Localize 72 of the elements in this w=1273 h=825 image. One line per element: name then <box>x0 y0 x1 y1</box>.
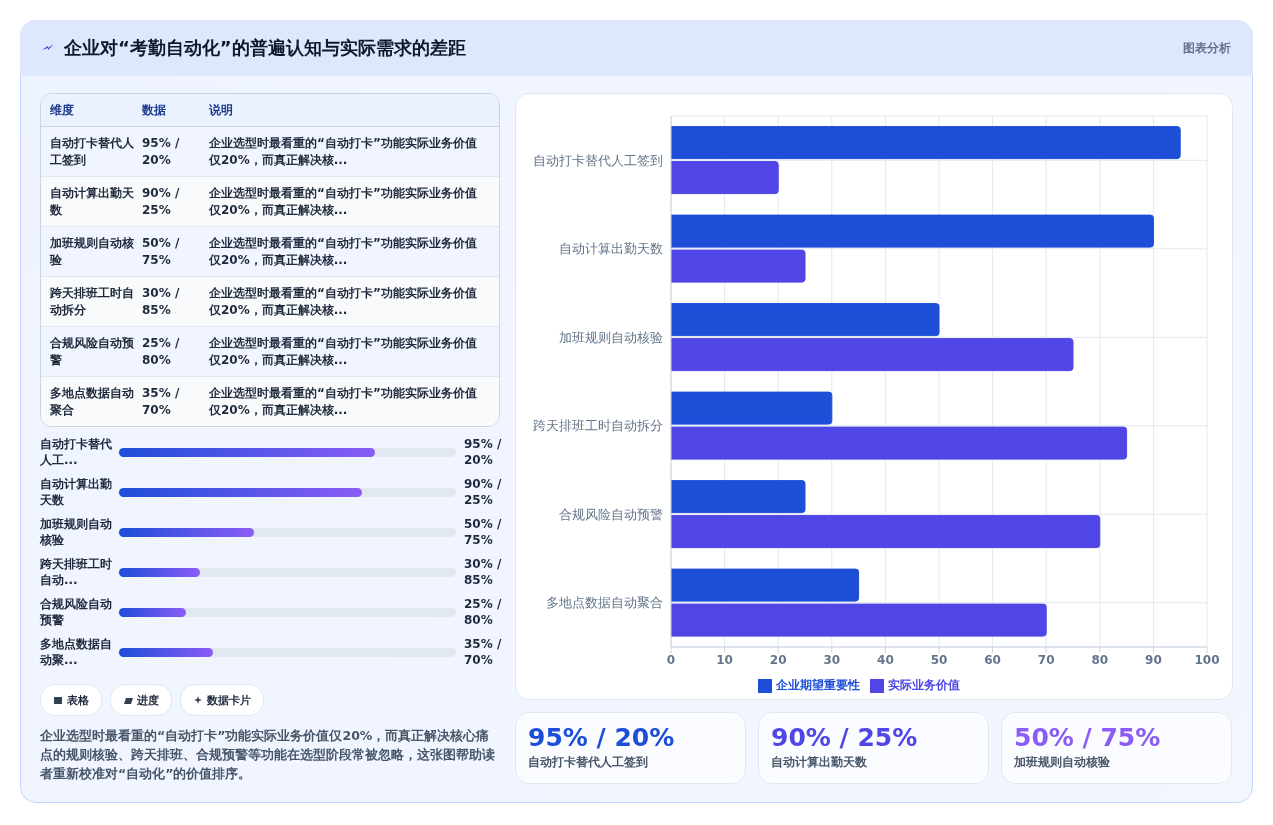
y-tick-label: 跨天排班工时自动拆分 <box>533 418 663 434</box>
y-tick-label: 合规风险自动预警 <box>559 506 663 522</box>
bar <box>671 214 1154 248</box>
data-label: 35% / 70% <box>464 636 503 668</box>
x-tick-label: 80 <box>1091 652 1109 667</box>
bar <box>671 249 806 283</box>
text: 企业选型时最看重的“自动打卡”功能实际业务价值仅20%，而真正解决核... <box>209 334 478 369</box>
text: 企业选型时最看重的“自动打卡”功能实际业务价值仅20%，而真正解决核... <box>209 184 478 219</box>
x-tick-label: 0 <box>666 652 676 667</box>
text: 企业选型时最看重的“自动打卡”功能实际业务价值仅20%，而真正解决核... <box>209 234 478 269</box>
data-label: 25% / 80% <box>464 596 503 628</box>
text: 表格 <box>67 692 89 708</box>
y-tick-label: 跨天排班工时自动... <box>40 556 113 588</box>
bar <box>671 603 1047 637</box>
data-label: 50% / 75% <box>464 516 503 548</box>
x-tick-label: 100 <box>1194 652 1220 667</box>
bar <box>671 426 1128 460</box>
bar <box>671 338 1074 372</box>
text: 图表分析 <box>1183 39 1231 57</box>
data-label: 95% / 20% <box>464 436 503 468</box>
data-label: 90% / 25% <box>464 476 503 508</box>
y-tick-label: 自动打卡替代人工签到 <box>533 152 663 168</box>
text: 25% / 80% <box>142 334 181 369</box>
text: 35% / 70% <box>142 384 181 419</box>
bar <box>671 161 779 195</box>
bar <box>119 567 200 577</box>
y-tick-label: 加班规则自动核验 <box>559 329 663 345</box>
bar <box>119 607 187 617</box>
text: 数据卡片 <box>207 692 251 708</box>
x-tick-label: 50 <box>930 652 948 667</box>
text: 90% / 25% <box>142 184 181 219</box>
y-tick-label: 合规风险自动预警 <box>40 596 113 628</box>
bar <box>671 391 833 425</box>
bar <box>119 647 214 657</box>
text: 企业选型时最看重的“自动打卡”功能实际业务价值仅20%，而真正解决核... <box>209 384 478 419</box>
x-tick-label: 40 <box>877 652 894 667</box>
category-label: 数据 <box>142 101 167 119</box>
y-tick-label: 自动计算出勤天数 <box>559 241 663 257</box>
x-tick-label: 10 <box>716 652 733 667</box>
data-label: 30% / 85% <box>464 556 503 588</box>
category-label: 维度 <box>49 101 75 119</box>
text: 95% / 20% <box>528 723 676 752</box>
x-tick-label: 60 <box>984 652 1001 667</box>
text: 50% / 75% <box>1014 723 1162 752</box>
y-tick-label: 多地点数据自动聚... <box>40 636 113 668</box>
y-tick-label: 多地点数据自动聚合 <box>546 595 663 611</box>
bar <box>671 568 860 602</box>
bar <box>671 480 806 514</box>
y-tick-label: 加班规则自动核验 <box>40 516 113 548</box>
x-tick-label: 70 <box>1037 652 1055 667</box>
bar <box>671 303 940 337</box>
text: 95% / 20% <box>142 134 181 169</box>
x-tick-label: 90 <box>1145 652 1162 667</box>
y-tick-label: 自动计算出勤天数 <box>40 476 113 508</box>
text: 50% / 75% <box>142 234 181 269</box>
bar <box>671 126 1181 160</box>
text: 企业对“考勤自动化”的普遍认知与实际需求的差距 <box>64 36 466 60</box>
bar <box>671 515 1101 549</box>
category-label: 说明 <box>209 101 234 119</box>
y-tick-label: 自动打卡替代人工... <box>40 436 113 468</box>
text: 30% / 85% <box>142 284 181 319</box>
text: 自动计算出勤天数 <box>771 754 868 771</box>
legend-label: 实际业务价值 <box>888 678 960 692</box>
text: 企业选型时最看重的“自动打卡”功能实际业务价值仅20%，而真正解决核... <box>209 284 478 319</box>
text: 企业选型时最看重的“自动打卡”功能实际业务价值仅20%，而真正解决核... <box>209 134 478 169</box>
text: 进度 <box>137 692 159 708</box>
text: 加班规则自动核验 <box>1014 754 1111 771</box>
x-tick-label: 30 <box>823 652 841 667</box>
legend-label: 企业期望重要性 <box>776 678 860 692</box>
text: 90% / 25% <box>771 723 919 752</box>
text: 企业选型时最看重的“自动打卡”功能实际业务价值仅20%，而真正解决核心痛点的规则核验、跨天排班、合规预警等功能在选型阶段常被忽略，这张图帮助读者重新校准对“自动化”的价值排序。 <box>40 727 496 783</box>
x-tick-label: 20 <box>769 652 787 667</box>
